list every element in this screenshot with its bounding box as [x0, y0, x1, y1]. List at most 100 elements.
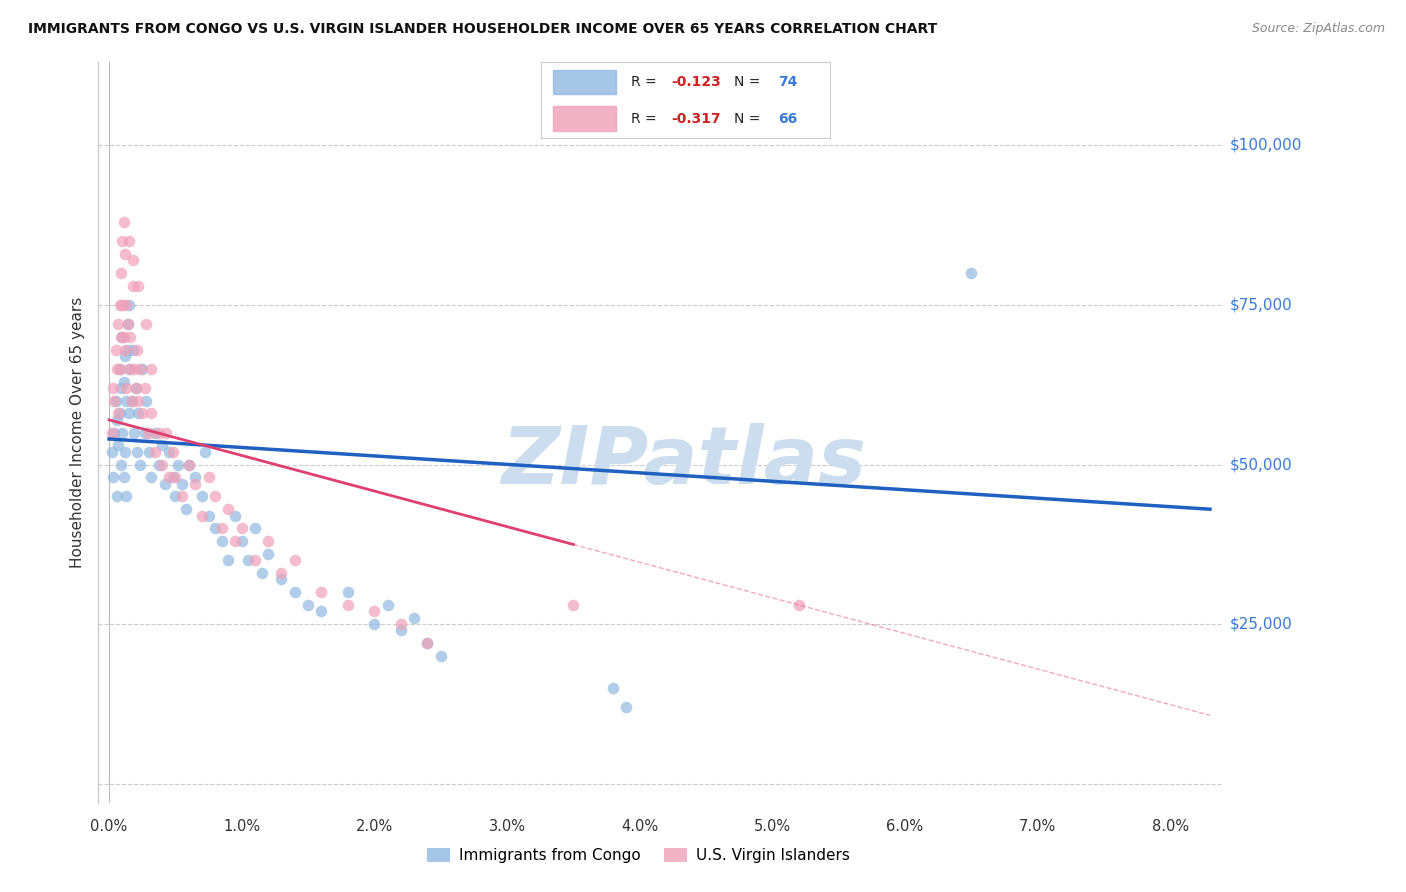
Point: [100, 444, 122, 458]
Point: [204, 490, 226, 504]
Point: [193, 444, 215, 458]
Point: [243, 553, 266, 567]
Point: [127, 407, 149, 421]
Point: [270, 573, 292, 587]
Point: [257, 547, 280, 561]
Point: [416, 636, 439, 650]
Text: 66: 66: [778, 112, 797, 126]
Point: [243, 521, 266, 535]
Point: [117, 317, 139, 331]
Text: -0.317: -0.317: [671, 112, 721, 126]
Point: [170, 476, 193, 491]
Point: [145, 425, 167, 440]
Point: [217, 553, 239, 567]
Point: [150, 438, 173, 452]
Point: [389, 617, 412, 632]
Point: [107, 438, 129, 452]
Point: [224, 508, 246, 523]
Point: [112, 470, 135, 484]
Point: [141, 361, 163, 376]
Point: [118, 361, 141, 376]
Point: [111, 234, 134, 248]
Point: [110, 266, 132, 280]
Point: [114, 247, 136, 261]
Point: [112, 215, 135, 229]
Point: [122, 343, 145, 357]
Point: [111, 425, 134, 440]
Point: [170, 490, 193, 504]
Point: [145, 444, 167, 458]
Point: [377, 598, 399, 612]
Text: 74: 74: [778, 75, 797, 89]
Point: [191, 508, 214, 523]
Point: [110, 458, 132, 472]
Point: [167, 458, 190, 472]
Legend: Immigrants from Congo, U.S. Virgin Islanders: Immigrants from Congo, U.S. Virgin Islan…: [420, 842, 856, 869]
Point: [231, 521, 253, 535]
Point: [157, 470, 180, 484]
Point: [118, 298, 141, 312]
Point: [429, 648, 451, 663]
Point: [404, 610, 426, 624]
Point: [157, 444, 180, 458]
Point: [162, 444, 184, 458]
Point: [131, 361, 153, 376]
Point: [162, 470, 184, 484]
Text: N =: N =: [734, 75, 765, 89]
Point: [134, 425, 156, 440]
Point: [270, 566, 292, 580]
Point: [336, 598, 359, 612]
Point: [111, 330, 134, 344]
Point: [197, 470, 219, 484]
Point: [197, 508, 219, 523]
Point: [138, 444, 160, 458]
Point: [297, 598, 319, 612]
Point: [141, 470, 163, 484]
Point: [117, 317, 139, 331]
Point: [217, 502, 239, 516]
Point: [122, 361, 145, 376]
Point: [135, 393, 157, 408]
Point: [165, 490, 187, 504]
Point: [112, 330, 135, 344]
Point: [150, 458, 173, 472]
Point: [122, 278, 145, 293]
Point: [363, 604, 385, 618]
Point: [121, 393, 143, 408]
Point: [103, 425, 125, 440]
Point: [602, 681, 624, 695]
Text: $50,000: $50,000: [1230, 457, 1292, 472]
Point: [336, 585, 359, 599]
Point: [224, 534, 246, 549]
Point: [191, 490, 214, 504]
Text: Source: ZipAtlas.com: Source: ZipAtlas.com: [1251, 22, 1385, 36]
Point: [177, 458, 200, 472]
Point: [787, 598, 810, 612]
Point: [105, 413, 128, 427]
Point: [177, 458, 200, 472]
Point: [128, 458, 150, 472]
Point: [138, 425, 160, 440]
Point: [165, 470, 187, 484]
Point: [114, 343, 136, 357]
Bar: [553, 70, 616, 95]
Point: [184, 470, 207, 484]
Point: [231, 534, 253, 549]
Point: [122, 425, 145, 440]
Point: [155, 425, 177, 440]
Point: [562, 598, 585, 612]
Text: $75,000: $75,000: [1230, 297, 1292, 312]
Point: [204, 521, 226, 535]
Text: N =: N =: [734, 112, 765, 126]
Point: [134, 381, 156, 395]
Text: -0.123: -0.123: [671, 75, 721, 89]
Point: [257, 534, 280, 549]
Point: [141, 407, 163, 421]
Point: [184, 476, 207, 491]
Point: [124, 381, 146, 395]
Bar: [553, 106, 616, 130]
Point: [124, 381, 146, 395]
Point: [121, 393, 143, 408]
Text: IMMIGRANTS FROM CONGO VS U.S. VIRGIN ISLANDER HOUSEHOLDER INCOME OVER 65 YEARS C: IMMIGRANTS FROM CONGO VS U.S. VIRGIN ISL…: [28, 22, 938, 37]
Point: [284, 553, 307, 567]
